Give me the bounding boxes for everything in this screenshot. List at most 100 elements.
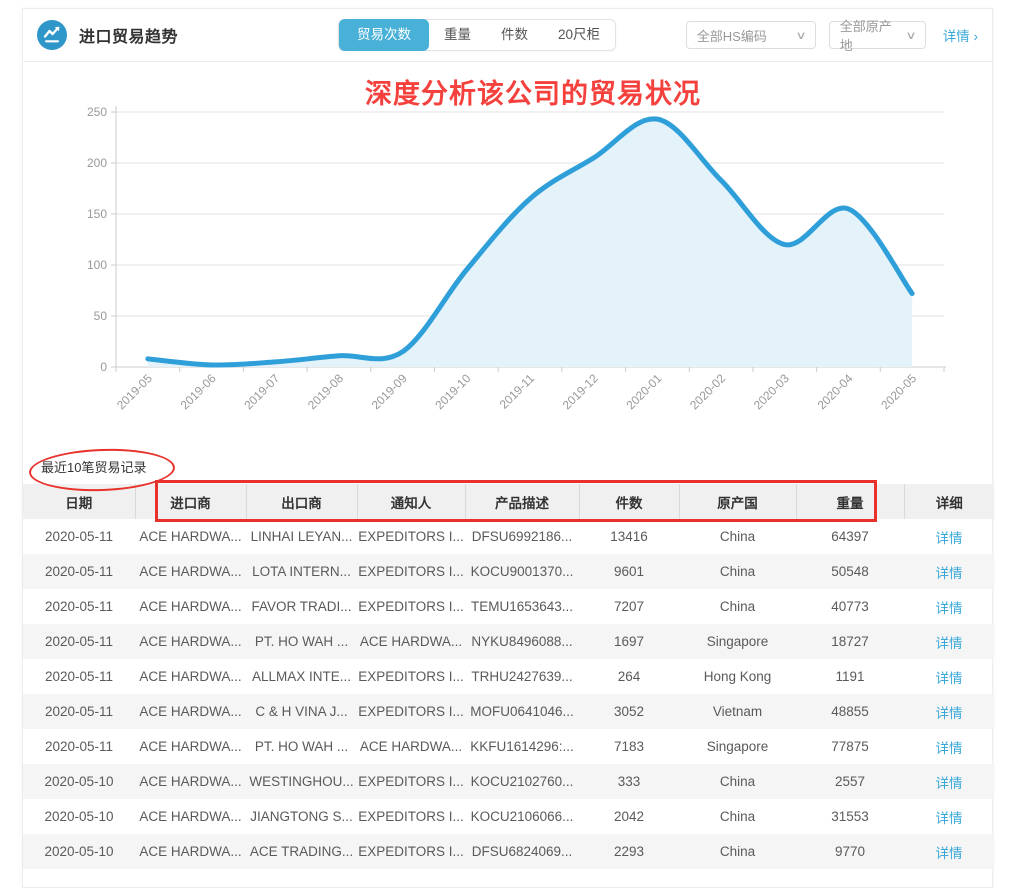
- svg-text:2020-03: 2020-03: [751, 371, 792, 412]
- cell-pieces: 7183: [613, 739, 645, 754]
- row-detail-link[interactable]: 详情: [935, 845, 963, 861]
- table-row: 2020-05-10 ACE HARDWA... ACE TRADING... EXP…: [23, 834, 994, 869]
- cell-pieces: 333: [579, 764, 679, 799]
- cell-weight: 9770: [796, 834, 904, 869]
- svg-text:2019-06: 2019-06: [178, 371, 219, 412]
- column-header-0: 日期: [23, 484, 136, 519]
- cell-product: KOCU2106066...: [470, 809, 574, 824]
- cell-product: KOCU2102760...: [465, 764, 579, 799]
- svg-text:0: 0: [100, 360, 107, 374]
- cell-exporter: JIANGTONG S...: [250, 809, 353, 824]
- table-row: 2020-05-11 ACE HARDWA... ALLMAX INTE... EXP…: [23, 659, 994, 694]
- cell-origin: China: [679, 834, 796, 869]
- cell-exporter: FAVOR TRADI...: [251, 599, 352, 614]
- tab-weight[interactable]: 重量: [444, 27, 472, 42]
- metric-tab-group: 贸易次数 重量 件数 20尺柜: [338, 19, 617, 51]
- cell-pieces: 7207: [613, 599, 645, 614]
- cell-importer: ACE HARDWA...: [135, 694, 246, 729]
- svg-text:2019-11: 2019-11: [497, 371, 538, 412]
- header-filters: 全部HS编码 ∨ 全部原产地 ∨ 详情 ›: [685, 19, 978, 53]
- column-header-6: 原产国: [679, 484, 797, 519]
- chart-section: 深度分析该公司的贸易状况 0 50 100 150 200 250 2019-05 2019-…: [23, 62, 992, 452]
- cell-origin: China: [719, 529, 756, 544]
- column-header-3: 通知人: [357, 484, 466, 519]
- table-row: 2020-05-11 ACE HARDWA... FAVOR TRADI... EXP…: [23, 589, 994, 624]
- column-header-1: 进口商: [135, 484, 247, 519]
- cell-pieces: 13416: [610, 529, 648, 544]
- records-tbody: 2020-05-11 ACE HARDWA... LINHAI LEYAN... EX…: [23, 519, 994, 869]
- cell-pieces: 3052: [579, 694, 679, 729]
- cell-origin: China: [679, 554, 796, 589]
- cell-product: TRHU2427639...: [471, 669, 573, 684]
- svg-text:200: 200: [87, 156, 107, 170]
- header-details-link[interactable]: 详情 ›: [942, 29, 978, 44]
- cell-origin: China: [679, 764, 796, 799]
- cell-pieces: 2042: [613, 809, 645, 824]
- records-section-title: 最近10笔贸易记录: [41, 460, 147, 475]
- cell-date: 2020-05-11: [44, 529, 114, 544]
- cell-pieces: 1697: [579, 624, 679, 659]
- cell-product: TEMU1653643...: [470, 599, 574, 614]
- cell-exporter: ALLMAX INTE...: [251, 669, 352, 684]
- table-header-row: 日期 进口商 出口商 通知人 产品描述 件数 原产国 重量 详细: [23, 484, 994, 519]
- row-detail-link[interactable]: 详情: [935, 530, 963, 546]
- tab-trade-count[interactable]: 贸易次数: [339, 19, 430, 51]
- row-detail-link[interactable]: 详情: [935, 670, 963, 686]
- cell-product: DFSU6992186...: [471, 529, 573, 544]
- table-row: 2020-05-10 ACE HARDWA... WESTINGHOU... EXPE…: [23, 764, 994, 799]
- cell-importer: ACE HARDWA...: [139, 739, 242, 754]
- hs-code-dropdown-value: 全部HS编码: [696, 28, 767, 44]
- column-header-7: 重量: [796, 484, 905, 519]
- row-detail-link[interactable]: 详情: [935, 775, 963, 791]
- page-title: 进口贸易趋势: [79, 29, 179, 46]
- tab-20ft-container[interactable]: 20尺柜: [558, 27, 601, 42]
- cell-notify: EXPEDITORS I...: [357, 554, 465, 589]
- tab-pieces[interactable]: 件数: [501, 27, 529, 42]
- svg-text:2019-12: 2019-12: [560, 371, 601, 412]
- cell-weight: 1191: [835, 669, 865, 684]
- cell-weight: 18727: [796, 624, 904, 659]
- cell-product: DFSU6824069...: [465, 834, 579, 869]
- row-detail-link[interactable]: 详情: [935, 565, 963, 581]
- cell-product: KOCU9001370...: [465, 554, 579, 589]
- cell-exporter: LOTA INTERN...: [246, 554, 357, 589]
- svg-text:2020-01: 2020-01: [623, 371, 664, 412]
- svg-text:2019-10: 2019-10: [432, 371, 473, 412]
- cell-importer: ACE HARDWA...: [135, 624, 246, 659]
- row-detail-link[interactable]: 详情: [935, 705, 963, 721]
- cell-product: MOFU0641046...: [465, 694, 579, 729]
- svg-text:2019-07: 2019-07: [241, 371, 282, 412]
- cell-notify: EXPEDITORS I...: [358, 669, 464, 684]
- cell-date: 2020-05-11: [44, 599, 114, 614]
- cell-origin: Hong Kong: [703, 669, 772, 684]
- svg-text:50: 50: [94, 309, 108, 323]
- cell-origin: Singapore: [679, 624, 796, 659]
- cell-importer: ACE HARDWA...: [139, 809, 242, 824]
- svg-text:150: 150: [87, 207, 107, 221]
- cell-notify: ACE HARDWA...: [357, 624, 465, 659]
- hs-code-dropdown[interactable]: 全部HS编码 ∨: [685, 21, 816, 49]
- origin-dropdown[interactable]: 全部原产地 ∨: [828, 19, 926, 53]
- cell-origin: Singapore: [706, 739, 769, 754]
- origin-dropdown-value: 全部原产地: [839, 19, 892, 53]
- cell-origin: China: [719, 599, 756, 614]
- column-header-2: 出口商: [246, 484, 358, 519]
- cell-importer: ACE HARDWA...: [139, 669, 242, 684]
- records-table: 日期 进口商 出口商 通知人 产品描述 件数 原产国 重量 详细 2020-05-11 ACE H…: [23, 484, 994, 869]
- row-detail-link[interactable]: 详情: [935, 600, 963, 616]
- trend-line-icon: [37, 20, 67, 50]
- cell-date: 2020-05-11: [23, 624, 135, 659]
- cell-weight: 64397: [831, 529, 869, 544]
- cell-exporter: WESTINGHOU...: [246, 764, 357, 799]
- cell-origin: Vietnam: [679, 694, 796, 729]
- cell-pieces: 2293: [579, 834, 679, 869]
- row-detail-link[interactable]: 详情: [935, 740, 963, 756]
- table-row: 2020-05-10 ACE HARDWA... JIANGTONG S... EXP…: [23, 799, 994, 834]
- chevron-down-icon: ∨: [905, 29, 917, 42]
- cell-exporter: PT. HO WAH ...: [254, 739, 349, 754]
- row-detail-link[interactable]: 详情: [935, 635, 963, 651]
- column-header-8: 详细: [904, 484, 994, 519]
- table-row: 2020-05-11 ACE HARDWA... LOTA INTERN... EXP…: [23, 554, 994, 589]
- row-detail-link[interactable]: 详情: [935, 810, 963, 826]
- table-row: 2020-05-11 ACE HARDWA... C & H VINA J... EX…: [23, 694, 994, 729]
